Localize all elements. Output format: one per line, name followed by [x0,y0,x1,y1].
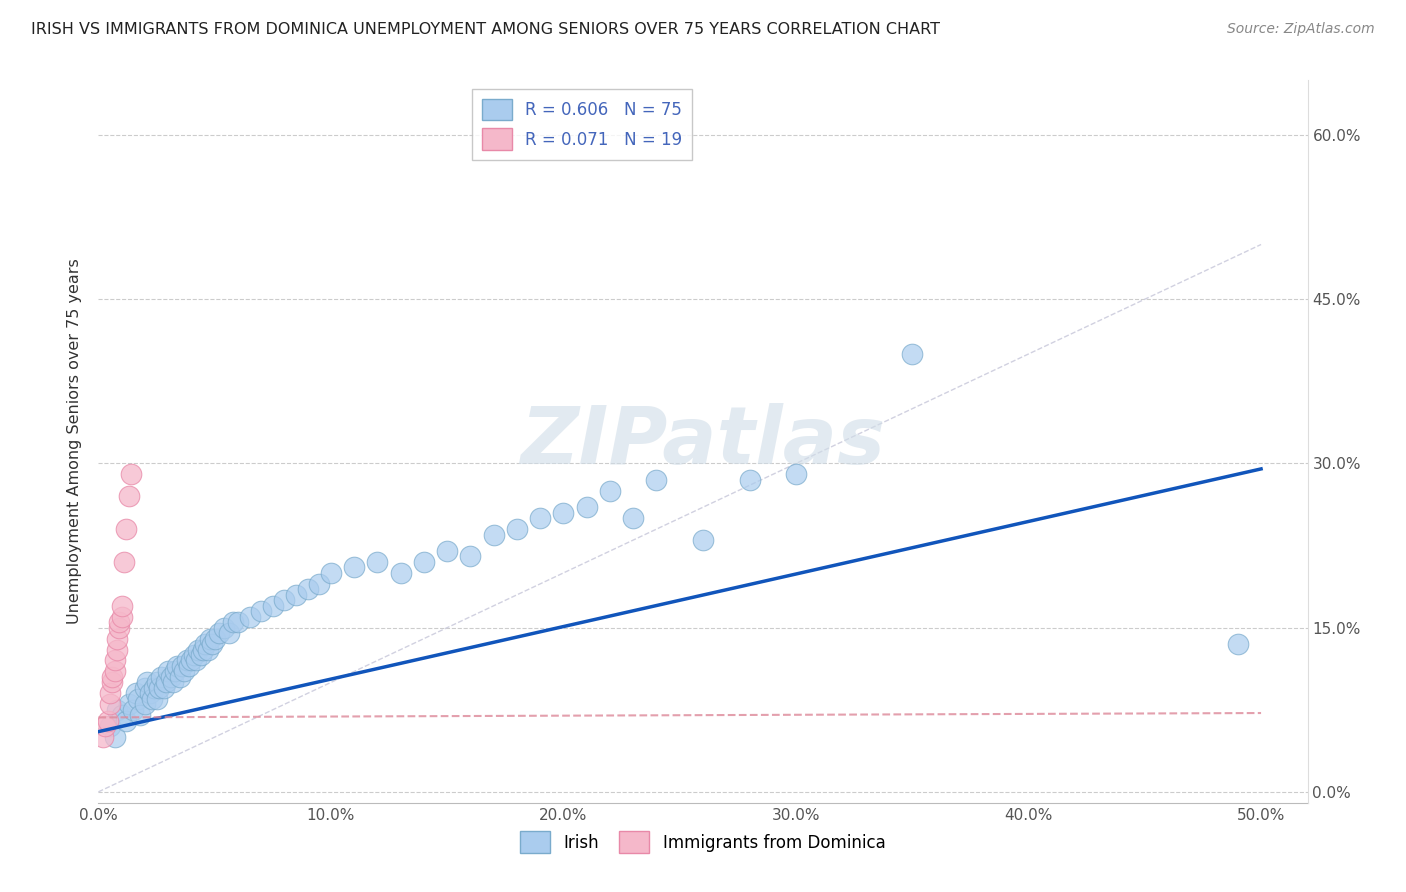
Point [308,577,330,591]
Point [141,691,163,706]
Point [98,719,121,733]
Point [297,582,319,597]
Point [104,653,127,667]
Point [145,675,167,690]
Point [413,555,436,569]
Point [127,691,149,706]
Point [94,719,117,733]
Point [148,681,170,695]
Point [172,659,194,673]
Point [173,665,195,679]
Point [575,500,598,515]
Point [692,533,714,547]
Point [165,665,187,679]
Point [179,659,201,673]
Point [436,544,458,558]
Point [204,632,226,646]
Point [134,681,156,695]
Point [115,714,138,728]
Point [599,483,621,498]
Point [184,653,207,667]
Point [212,621,235,635]
Point [108,621,131,635]
Point [122,703,145,717]
Point [129,708,152,723]
Point [112,555,135,569]
Point [150,670,173,684]
Point [101,675,124,690]
Point [198,632,221,646]
Point [1226,637,1249,651]
Point [101,670,124,684]
Point [98,698,121,712]
Legend: Irish, Immigrants from Dominica: Irish, Immigrants from Dominica [513,825,893,860]
Point [901,347,924,361]
Text: ZIPatlas: ZIPatlas [520,402,886,481]
Point [115,522,138,536]
Point [191,642,214,657]
Point [389,566,412,580]
Point [621,511,644,525]
Point [197,642,219,657]
Point [201,637,224,651]
Point [460,549,482,564]
Point [108,615,131,630]
Point [482,527,505,541]
Point [553,506,575,520]
Point [111,708,134,723]
Point [159,670,181,684]
Point [366,555,388,569]
Point [120,467,142,482]
Point [98,686,121,700]
Point [226,615,249,630]
Point [645,473,668,487]
Point [143,681,166,695]
Point [118,698,141,712]
Text: Source: ZipAtlas.com: Source: ZipAtlas.com [1227,22,1375,37]
Point [738,473,761,487]
Point [162,675,184,690]
Point [250,604,273,618]
Point [319,566,342,580]
Point [218,626,240,640]
Text: IRISH VS IMMIGRANTS FROM DOMINICA UNEMPLOYMENT AMONG SENIORS OVER 75 YEARS CORRE: IRISH VS IMMIGRANTS FROM DOMINICA UNEMPL… [31,22,941,37]
Y-axis label: Unemployment Among Seniors over 75 years: Unemployment Among Seniors over 75 years [67,259,83,624]
Point [104,665,127,679]
Point [343,560,366,574]
Point [124,686,146,700]
Point [145,691,167,706]
Point [91,730,114,744]
Point [155,675,177,690]
Point [134,698,156,712]
Point [104,730,127,744]
Point [262,599,284,613]
Point [111,609,134,624]
Point [105,642,128,657]
Point [194,637,217,651]
Point [190,648,212,662]
Point [138,686,160,700]
Point [111,599,134,613]
Point [105,632,128,646]
Point [273,593,295,607]
Point [118,489,141,503]
Point [506,522,529,536]
Point [529,511,551,525]
Point [285,588,308,602]
Point [208,626,231,640]
Point [136,675,159,690]
Point [183,648,205,662]
Point [785,467,807,482]
Point [222,615,245,630]
Point [152,681,174,695]
Point [176,653,198,667]
Point [157,665,180,679]
Point [180,653,202,667]
Point [166,659,188,673]
Point [97,714,120,728]
Point [187,642,209,657]
Point [169,670,191,684]
Point [239,609,262,624]
Point [105,703,128,717]
